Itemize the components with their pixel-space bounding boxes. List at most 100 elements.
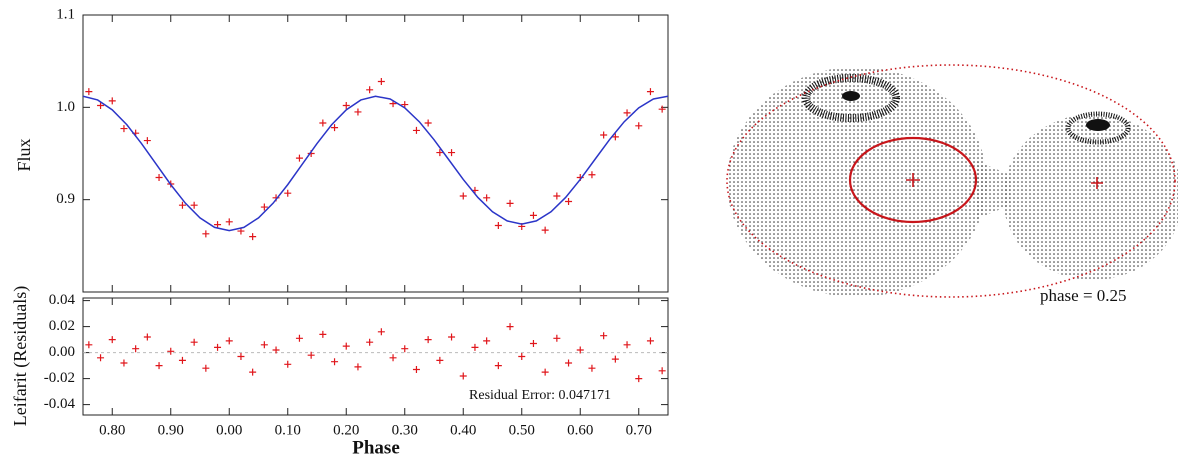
data-point — [354, 108, 362, 116]
data-point — [611, 133, 619, 141]
data-point — [541, 368, 549, 376]
data-point — [518, 353, 526, 360]
data-point — [249, 233, 257, 241]
roche-model — [726, 64, 1178, 298]
pole — [842, 91, 860, 101]
data-point — [600, 131, 608, 139]
data-point — [295, 154, 303, 162]
data-point — [167, 347, 175, 355]
data-point — [97, 101, 105, 109]
y-tick-label: -0.04 — [44, 396, 76, 412]
data-point — [354, 363, 362, 371]
data-point — [448, 333, 456, 341]
data-point — [412, 126, 420, 134]
x-tick-label: 0.90 — [158, 422, 184, 438]
data-point — [389, 354, 397, 362]
data-point — [366, 338, 374, 346]
plot-frame — [82, 297, 669, 416]
data-point — [202, 230, 210, 238]
data-point — [225, 337, 233, 345]
data-point — [155, 174, 163, 182]
y-tick-label: 0.02 — [49, 318, 75, 334]
data-point — [436, 149, 444, 157]
data-point — [424, 336, 432, 344]
data-point — [658, 105, 666, 113]
data-point — [295, 334, 303, 342]
pole — [802, 74, 900, 122]
data-point — [214, 343, 222, 351]
data-point — [483, 194, 491, 202]
x-tick-label: 0.20 — [333, 422, 359, 438]
data-point — [494, 362, 502, 370]
data-point — [260, 203, 268, 211]
data-point — [623, 109, 631, 117]
data-point — [506, 199, 514, 207]
data-point — [471, 343, 479, 351]
x-tick-label: 0.50 — [509, 422, 535, 438]
data-point — [623, 341, 631, 349]
y-axis-label: Flux — [14, 138, 34, 171]
plot-area — [83, 323, 668, 383]
data-point — [319, 330, 327, 338]
pole — [1086, 119, 1110, 131]
data-point — [132, 345, 140, 353]
data-point — [214, 221, 222, 229]
data-point — [342, 101, 350, 109]
data-point — [424, 119, 432, 127]
data-point — [202, 364, 210, 372]
phase-label: phase = 0.25 — [1040, 286, 1127, 305]
data-point — [155, 362, 163, 370]
model-line — [83, 95, 668, 232]
data-point — [646, 88, 654, 96]
y-tick-label: 1.0 — [56, 99, 75, 115]
x-tick-label: 0.60 — [567, 422, 593, 438]
data-point — [178, 201, 186, 209]
plot-area — [83, 77, 668, 241]
data-point — [225, 218, 233, 226]
data-point — [331, 124, 339, 132]
x-tick-label: 0.80 — [99, 422, 125, 438]
y-tick-label: 1.1 — [56, 6, 75, 22]
x-tick-label: 0.10 — [275, 422, 301, 438]
data-point — [412, 366, 420, 373]
data-point — [646, 337, 654, 345]
data-point — [120, 125, 128, 133]
data-point — [331, 358, 339, 366]
data-point — [85, 88, 93, 96]
data-point — [588, 364, 596, 372]
orbit — [726, 64, 1176, 298]
data-point — [108, 97, 116, 105]
data-point — [611, 355, 619, 363]
data-point — [272, 346, 280, 354]
center-marker — [906, 173, 920, 187]
data-point — [494, 222, 502, 230]
primary-star — [727, 67, 987, 297]
y-tick-label: -0.02 — [44, 370, 75, 386]
data-point — [120, 359, 128, 367]
data-point — [377, 328, 385, 336]
y-tick-label: 0.9 — [56, 191, 75, 207]
data-point — [565, 198, 573, 206]
x-axis-label: Phase — [352, 437, 400, 457]
data-point — [366, 86, 374, 94]
y-tick-label: 0.00 — [49, 344, 75, 360]
y-tick-label: 0.04 — [49, 292, 76, 308]
orbit — [848, 136, 978, 224]
data-point — [658, 367, 666, 375]
data-point — [635, 122, 643, 130]
data-point — [249, 368, 257, 376]
data-point — [541, 226, 549, 234]
secondary-star — [1003, 114, 1178, 280]
data-point — [85, 341, 93, 349]
data-point — [436, 356, 444, 364]
data-point — [342, 342, 350, 350]
data-point — [284, 360, 292, 368]
data-point — [506, 323, 514, 331]
data-point — [401, 101, 409, 109]
data-point — [448, 149, 456, 157]
data-point — [284, 189, 292, 197]
data-point — [377, 77, 385, 85]
data-point — [529, 211, 537, 219]
data-point — [576, 346, 584, 354]
data-point — [459, 372, 467, 380]
